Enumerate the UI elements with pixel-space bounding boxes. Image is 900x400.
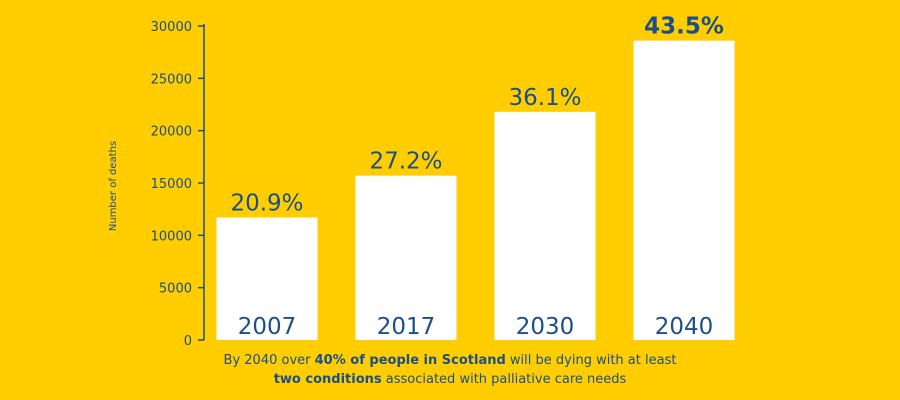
bar-2017 <box>355 175 457 340</box>
y-tick-label: 15000 <box>151 177 192 192</box>
y-tick-label: 25000 <box>151 72 192 87</box>
y-tick-label: 5000 <box>159 282 192 297</box>
caption-line-2: two conditions associated with palliativ… <box>273 372 627 387</box>
bars: 2007 20.9% 2017 27.2% 2030 36.1% 2040 43.5% <box>216 14 735 341</box>
data-label: 27.2% <box>369 149 442 175</box>
bar-2007 <box>216 217 318 340</box>
data-label: 36.1% <box>508 85 581 111</box>
y-tick-label: 30000 <box>151 20 192 35</box>
y-ticks: 0 5000 10000 15000 20000 25000 30000 <box>151 20 204 349</box>
data-label: 43.5% <box>644 14 724 40</box>
category-label: 2017 <box>377 314 436 340</box>
y-tick-label: 0 <box>184 334 192 349</box>
data-label: 20.9% <box>230 191 303 217</box>
y-axis-label: Number of deaths <box>108 141 119 231</box>
category-label: 2007 <box>238 314 297 340</box>
caption-line-1: By 2040 over 40% of people in Scotland w… <box>223 353 677 368</box>
bar-2040 <box>633 40 735 341</box>
category-label: 2040 <box>655 314 714 340</box>
y-tick-label: 20000 <box>151 125 192 140</box>
bar-2030 <box>494 111 596 341</box>
y-tick-label: 10000 <box>151 229 192 244</box>
category-label: 2030 <box>516 314 575 340</box>
